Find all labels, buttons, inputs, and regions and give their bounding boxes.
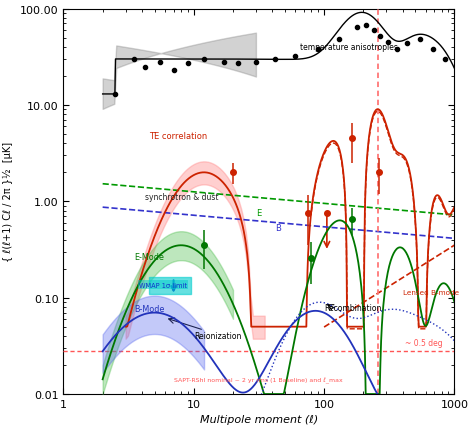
Text: E-Mode: E-Mode (134, 253, 164, 262)
Text: TE correlation: TE correlation (148, 132, 207, 141)
Point (184, 61, 191, 68)
Point (292, 54, 299, 61)
Point (441, 56, 449, 63)
Y-axis label: { ℓ(ℓ+1) Cℓ / 2π }½  [μK]: { ℓ(ℓ+1) Cℓ / 2π }½ [μK] (2, 142, 13, 262)
Text: Recombination: Recombination (324, 303, 382, 312)
Point (156, 59, 164, 66)
Text: synchrotron & dust: synchrotron & dust (145, 193, 218, 202)
Point (362, 22, 370, 29)
Text: SAPT-RShl nominal ~ 2 yr rms (1 Baseline) and ℓ_max: SAPT-RShl nominal ~ 2 yr rms (1 Baseline… (173, 377, 342, 383)
Text: E: E (256, 209, 261, 218)
Text: Lensed B-mode: Lensed B-mode (402, 289, 459, 295)
Point (271, 56, 279, 63)
Text: B: B (275, 224, 281, 233)
Point (252, 59, 260, 66)
Point (461, 78, 469, 85)
Point (170, 68, 177, 74)
Point (403, 40, 410, 47)
Point (220, 59, 228, 66)
Text: ~ 0.5 deg: ~ 0.5 deg (405, 338, 443, 347)
Point (235, 61, 242, 68)
Point (384, 40, 392, 46)
Point (354, 24, 361, 31)
Text: B-Mode: B-Mode (134, 305, 164, 313)
X-axis label: Multipole moment (ℓ): Multipole moment (ℓ) (200, 415, 318, 424)
Text: Reionization: Reionization (194, 332, 241, 341)
Point (314, 46, 322, 53)
Point (393, 46, 401, 53)
Point (141, 64, 148, 71)
Point (376, 34, 384, 40)
Text: temperature anisotropies: temperature anisotropies (300, 43, 398, 52)
Point (111, 91, 119, 98)
Point (335, 37, 343, 43)
Point (370, 28, 377, 34)
Point (201, 56, 208, 63)
Point (416, 37, 423, 43)
Point (454, 69, 461, 76)
Text: WMAP 1σ limit: WMAP 1σ limit (139, 282, 187, 288)
Point (130, 56, 138, 63)
Point (429, 46, 437, 53)
